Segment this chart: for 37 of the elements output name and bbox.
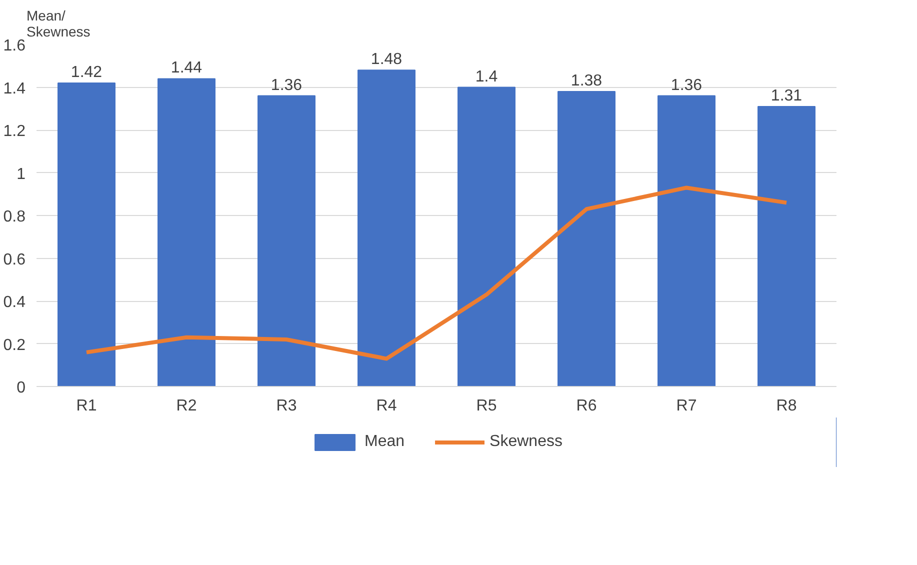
y-tick-label: 1	[16, 166, 26, 183]
y-tick-label: 1.2	[3, 123, 26, 140]
data-label: 1.36	[270, 76, 302, 94]
y-tick-label: 0.2	[3, 336, 26, 354]
data-label: 1.31	[770, 87, 802, 104]
y-tick-label: 0.4	[3, 294, 26, 311]
y-tick-label: 1.6	[3, 38, 26, 54]
bar	[258, 95, 316, 386]
x-tick-label: R8	[776, 398, 797, 414]
legend-label: Mean	[364, 433, 405, 451]
bar	[358, 70, 416, 386]
y-tick-label: 0	[16, 380, 26, 396]
bar	[158, 78, 216, 386]
bar	[758, 106, 816, 386]
line-series	[84, 186, 788, 361]
bar	[558, 91, 616, 386]
y-axis-title: Mean/ Skewness	[26, 8, 90, 40]
data-label: 1.4	[475, 68, 498, 86]
x-tick-label: R6	[576, 398, 597, 414]
bar	[458, 86, 516, 386]
x-tick-label: R1	[76, 398, 97, 414]
legend-label: Skewness	[490, 433, 562, 451]
y-tick-label: 1.4	[3, 80, 26, 98]
y-tick-label: 0.8	[3, 208, 26, 226]
data-label: 1.44	[170, 60, 202, 77]
data-label: 1.38	[570, 72, 602, 90]
x-tick-label: R5	[476, 398, 497, 414]
x-tick-label: R7	[676, 398, 697, 414]
x-tick-label: R3	[276, 398, 297, 414]
x-tick-label: R4	[376, 398, 397, 414]
data-label: 1.42	[70, 64, 102, 81]
y-tick-label: 0.6	[3, 251, 26, 268]
bar	[58, 82, 116, 386]
data-label: 1.48	[370, 51, 402, 68]
x-tick-label: R2	[176, 398, 197, 414]
data-label: 1.36	[670, 76, 702, 94]
bar	[658, 95, 716, 386]
